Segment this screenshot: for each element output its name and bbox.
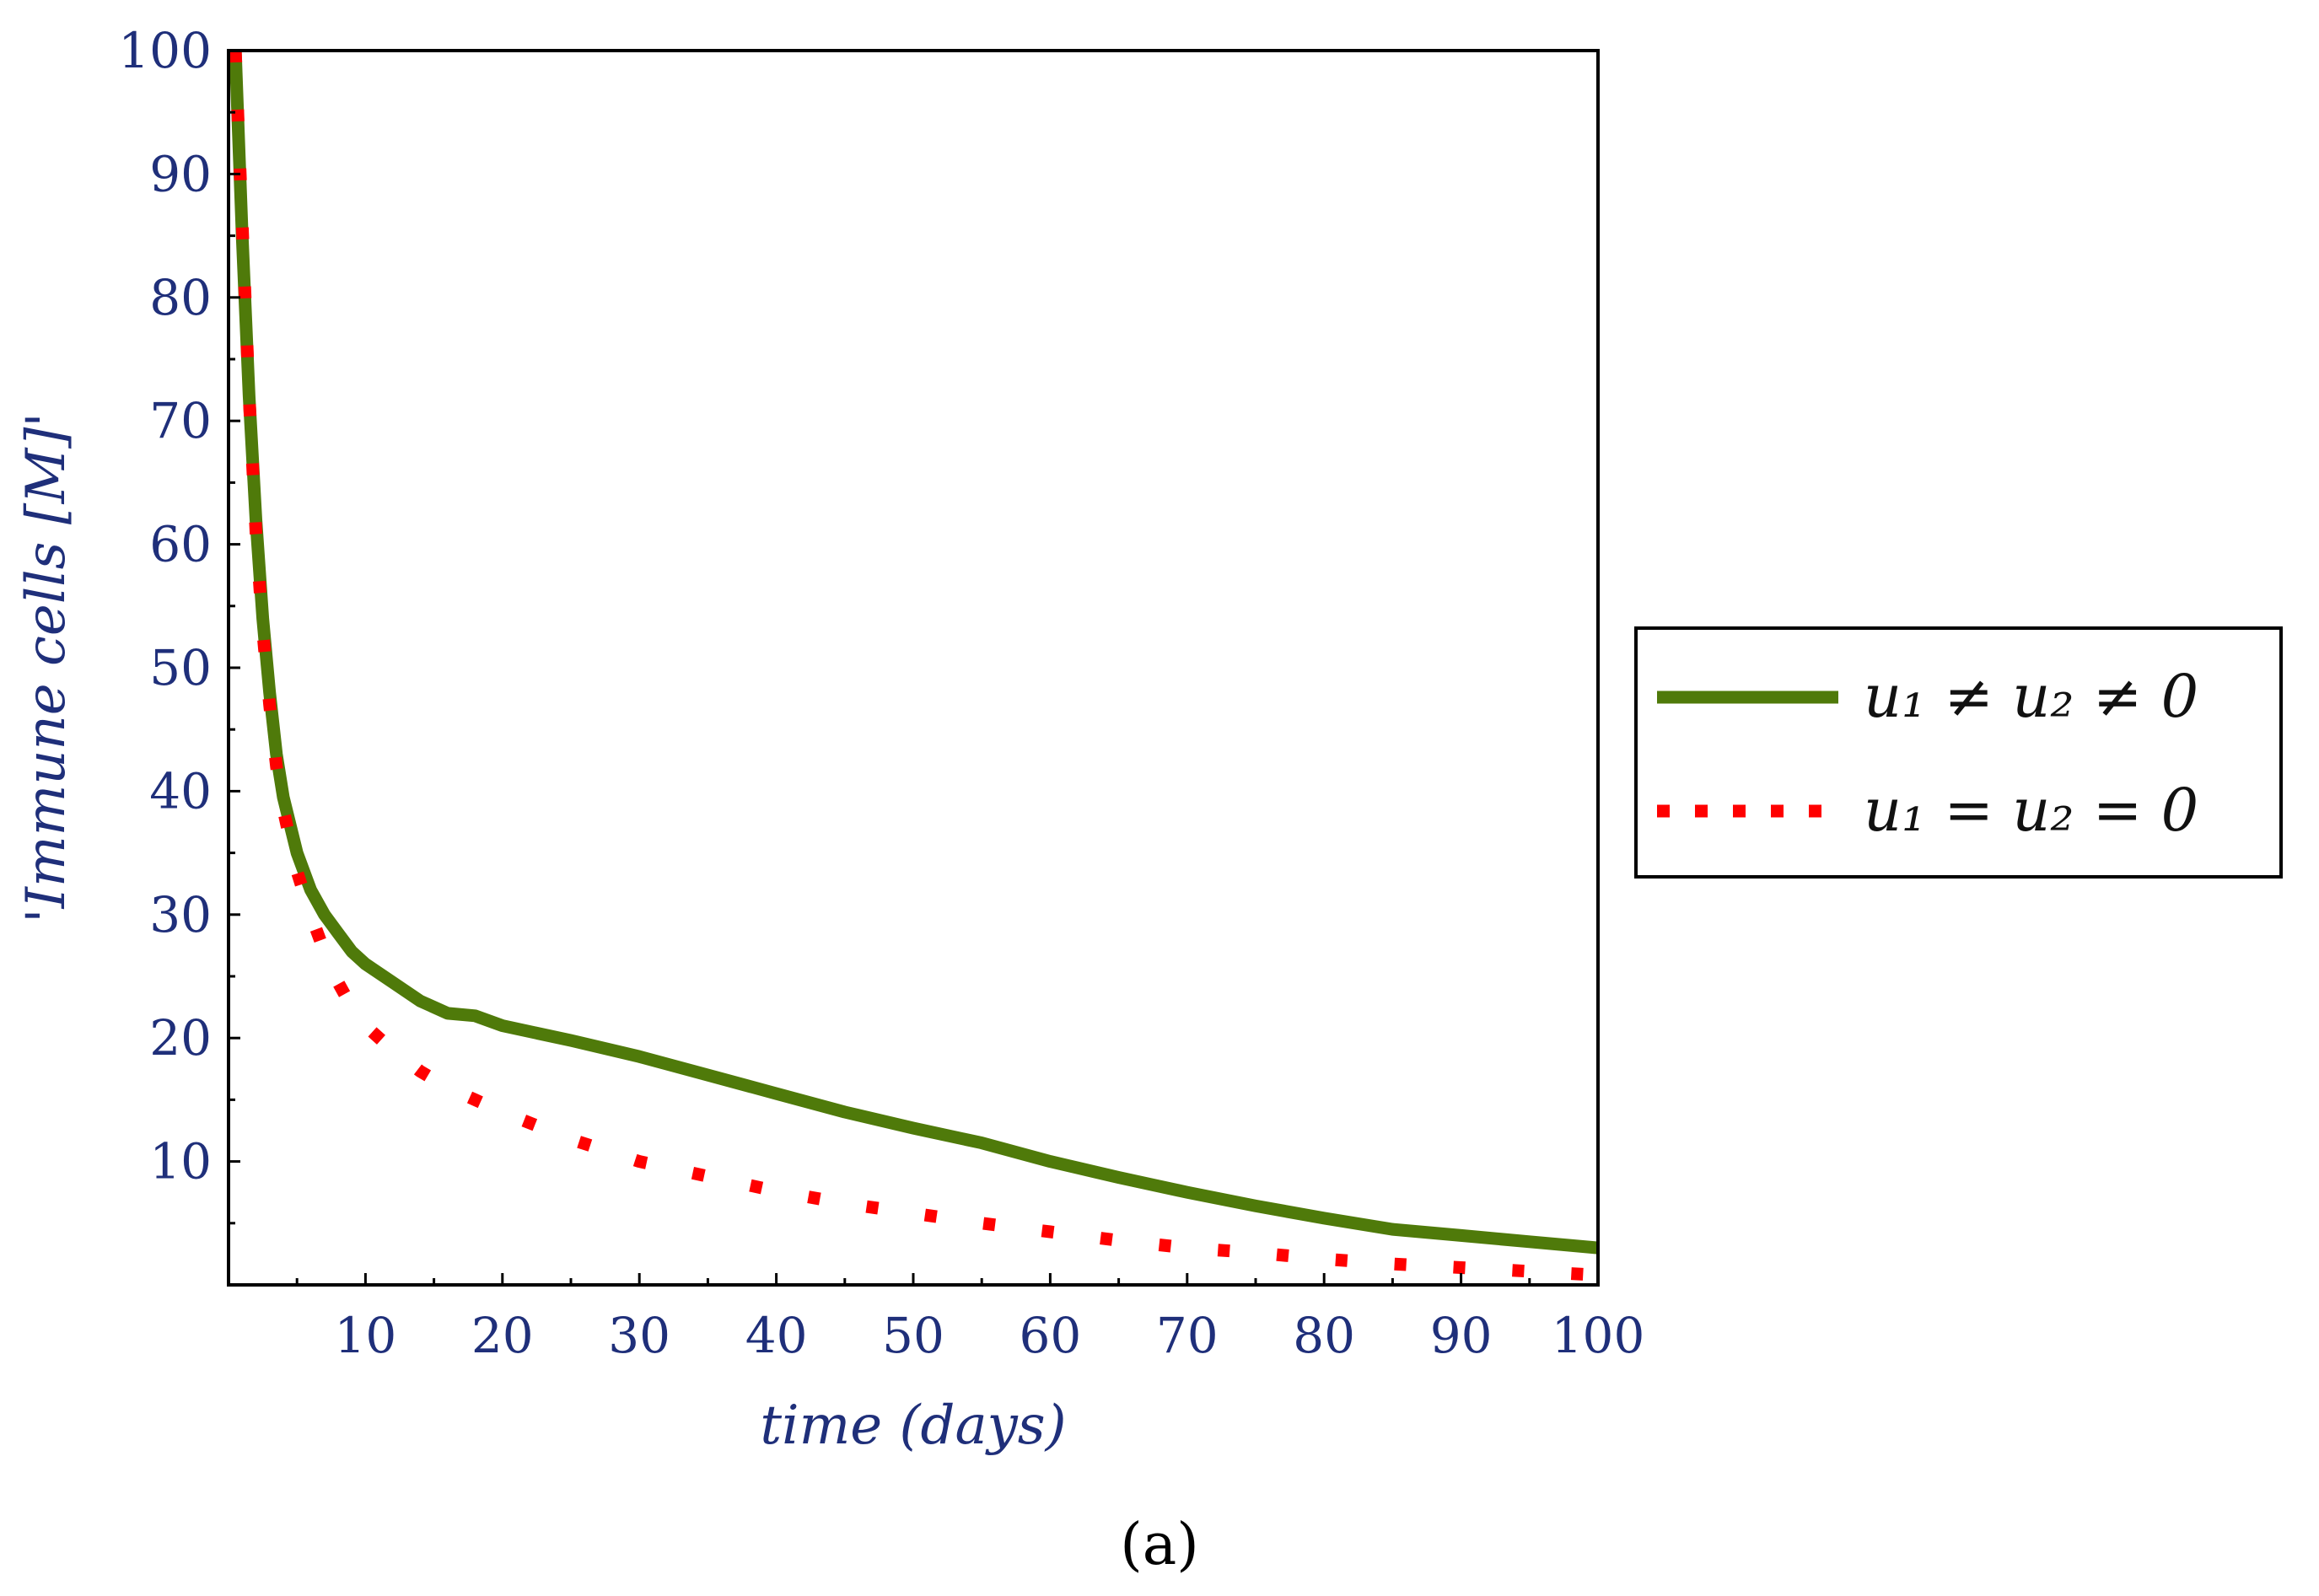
plot-frame xyxy=(227,49,1600,1287)
x-tick-label: 70 xyxy=(1156,1307,1219,1364)
series-line-controlled xyxy=(229,50,1599,1255)
x-tick-label: 100 xyxy=(1552,1307,1645,1364)
y-tick-label: 30 xyxy=(149,886,212,943)
y-tick-label: 40 xyxy=(149,762,212,819)
x-tick-label: 50 xyxy=(882,1307,944,1364)
y-tick-label: 90 xyxy=(149,145,212,202)
y-tick-label: 50 xyxy=(149,639,212,696)
legend-frame xyxy=(1634,626,2283,879)
y-tick-label: 10 xyxy=(149,1133,212,1190)
x-tick-label: 80 xyxy=(1293,1307,1355,1364)
y-tick-label: 70 xyxy=(149,392,212,449)
y-tick-label: 20 xyxy=(149,1009,212,1067)
y-axis-label: 'Immune cells [M]' xyxy=(15,412,78,923)
legend-label-uncontrolled: u₁ = u₂ = 0 xyxy=(1864,776,2198,845)
x-tick-label: 10 xyxy=(334,1307,396,1364)
x-tick-label: 90 xyxy=(1430,1307,1493,1364)
series-line-uncontrolled xyxy=(229,50,1599,1282)
y-tick-label: 60 xyxy=(149,516,212,573)
legend: u₁ ≠ u₂ ≠ 0 u₁ = u₂ = 0 xyxy=(1634,626,2283,879)
y-tick-label: 100 xyxy=(118,22,212,79)
figure-caption: (a) xyxy=(1120,1512,1199,1578)
y-tick-label: 80 xyxy=(149,269,212,326)
x-tick-label: 60 xyxy=(1019,1307,1081,1364)
x-tick-label: 40 xyxy=(745,1307,808,1364)
legend-label-controlled: u₁ ≠ u₂ ≠ 0 xyxy=(1864,662,2198,731)
x-axis-label: time (days) xyxy=(760,1394,1066,1457)
x-tick-label: 30 xyxy=(608,1307,670,1364)
x-tick-label: 20 xyxy=(471,1307,534,1364)
